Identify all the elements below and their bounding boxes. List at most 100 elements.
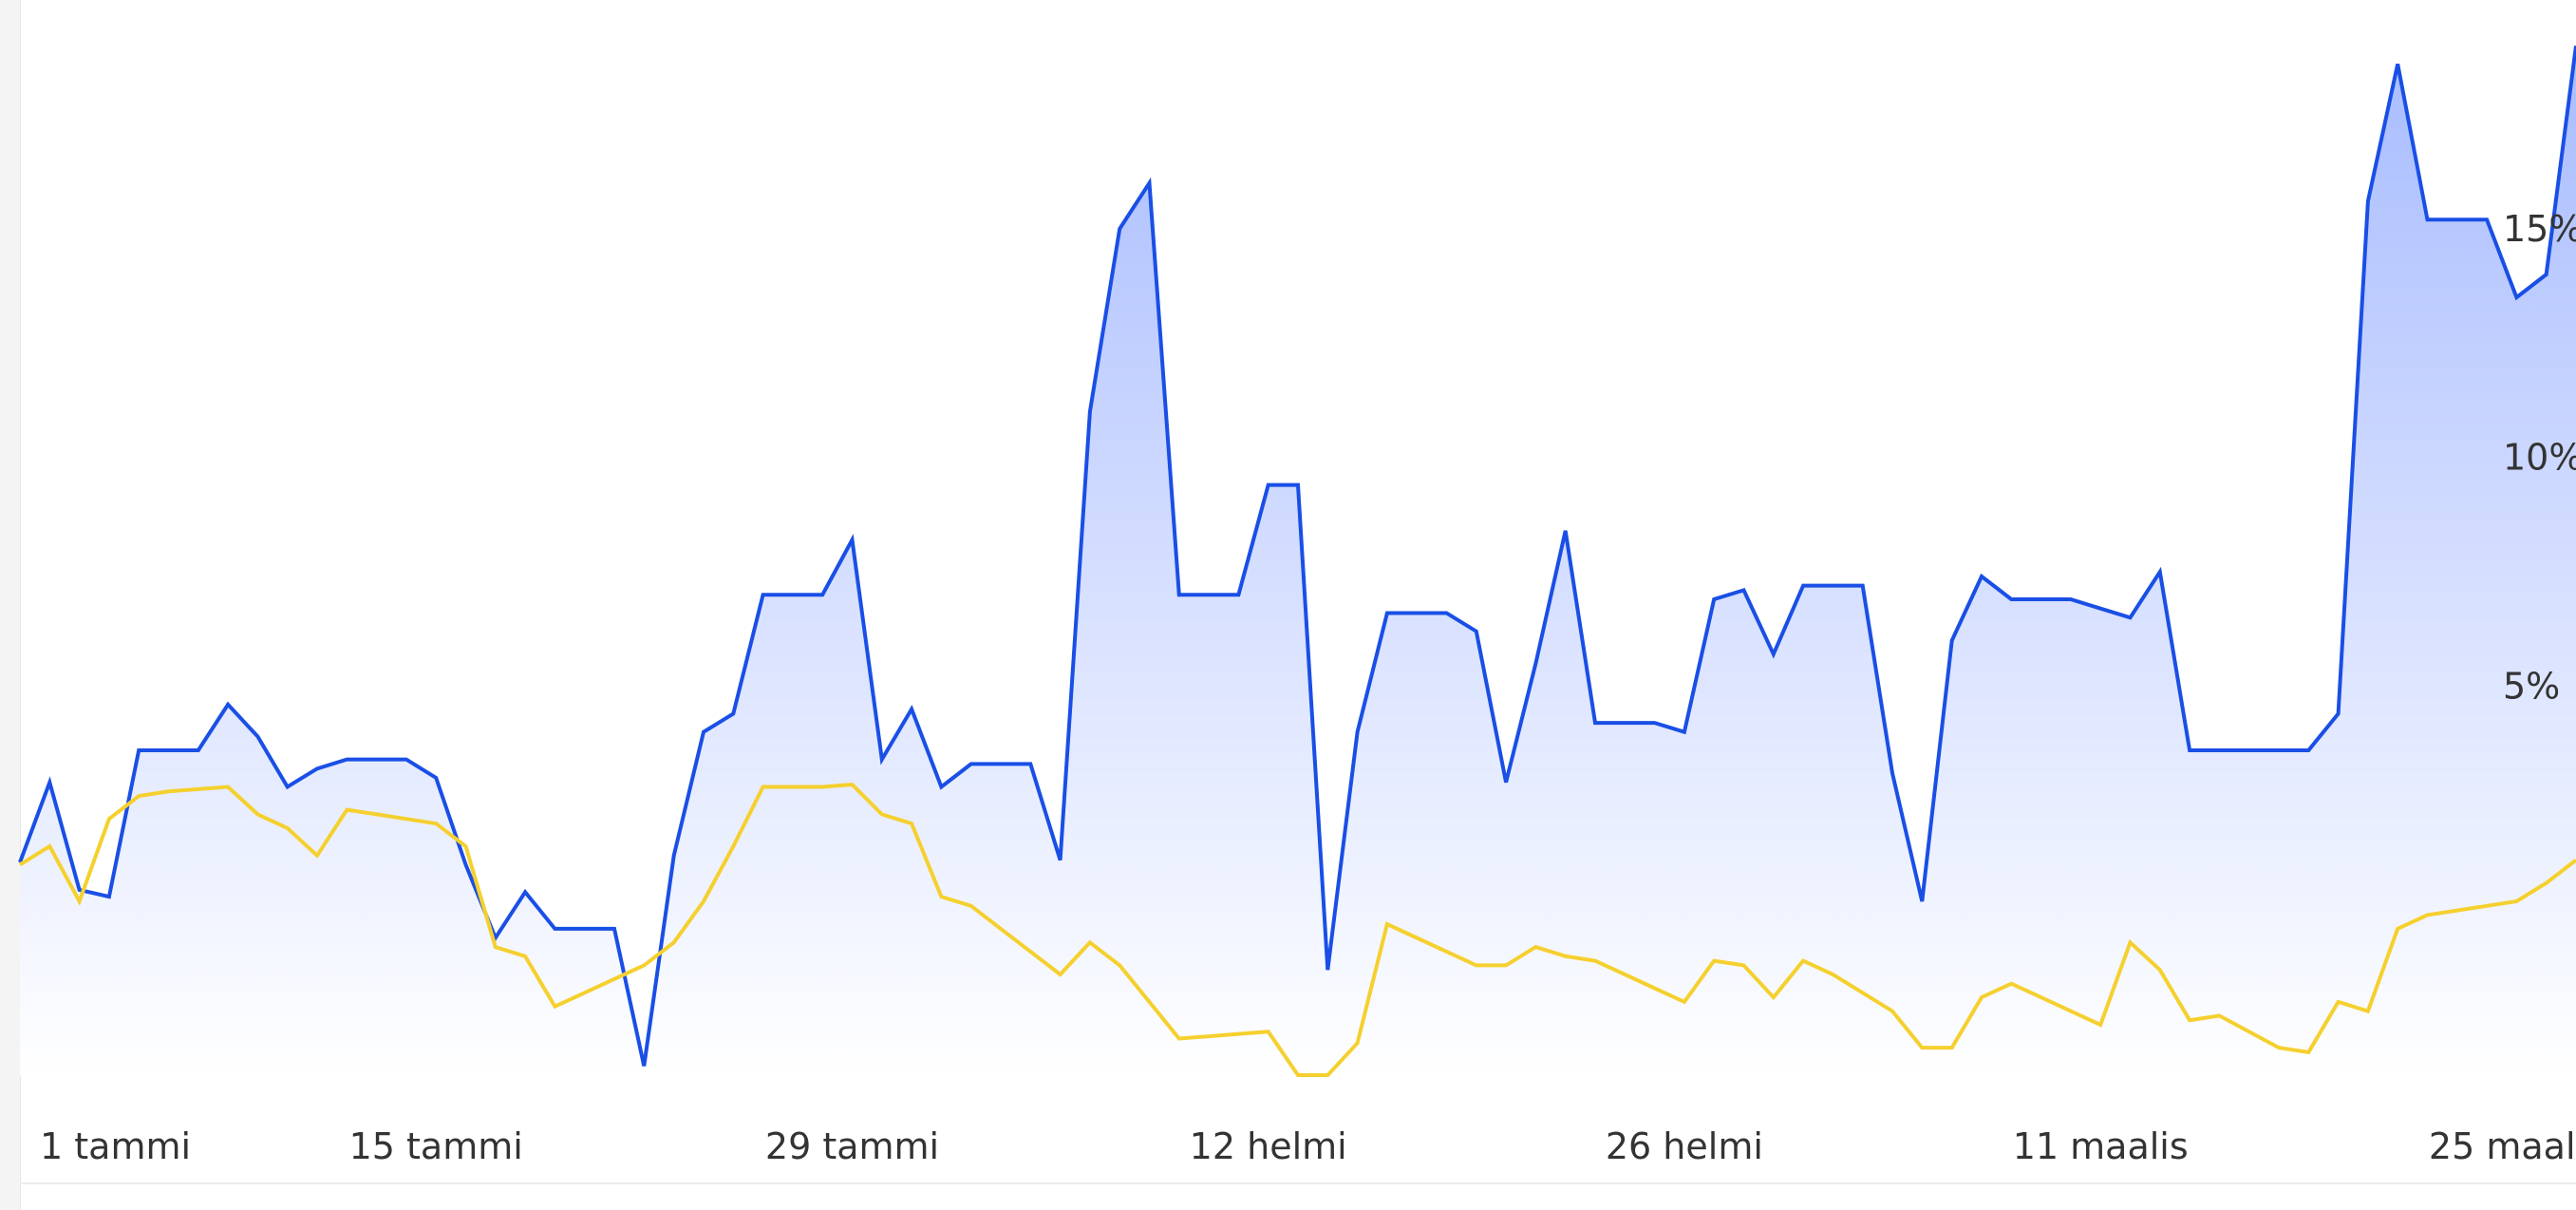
series-0-point	[2544, 272, 2549, 277]
series-1-point	[254, 811, 260, 817]
series-0-point	[2484, 217, 2490, 222]
series-0-point	[2187, 747, 2192, 753]
series-1-point	[2454, 908, 2460, 914]
series-1-point	[968, 903, 974, 909]
series-1-point	[1147, 999, 1153, 1005]
series-0-point	[225, 702, 231, 708]
x-tick-label: 1 tammi	[40, 1125, 191, 1167]
series-1-point	[2247, 1029, 2252, 1034]
series-1-point	[2544, 880, 2549, 886]
y-tick-label: 5%	[2503, 666, 2560, 708]
series-1-point	[2513, 898, 2519, 904]
series-0-point	[463, 861, 469, 867]
series-1-point	[1355, 1040, 1361, 1046]
series-0-point	[701, 729, 706, 735]
series-1-point	[1503, 962, 1509, 968]
series-0-point	[314, 766, 320, 771]
series-1-point	[1800, 958, 1806, 964]
series-1-point	[374, 811, 380, 817]
series-1-point	[1771, 994, 1777, 1000]
series-0-point	[433, 775, 439, 781]
series-0-point	[136, 747, 141, 753]
series-1-point	[17, 861, 23, 867]
series-1-point	[1711, 958, 1717, 964]
series-0-point	[1355, 729, 1361, 735]
series-1-point	[1830, 972, 1835, 977]
series-1-point	[701, 898, 706, 904]
series-1-point	[1206, 1033, 1212, 1039]
series-1-point	[1235, 1031, 1241, 1037]
series-1-point	[730, 843, 736, 849]
series-1-point	[1532, 944, 1538, 950]
series-0-point	[1771, 652, 1777, 657]
series-0-point	[344, 757, 349, 763]
series-1-point	[2068, 1009, 2074, 1014]
series-0-point	[552, 926, 557, 932]
series-1-point	[2276, 1045, 2282, 1050]
series-0-point	[1176, 592, 1182, 597]
series-1-point	[2305, 1049, 2311, 1055]
series-0-point	[1058, 858, 1063, 863]
x-tick-label: 12 helmi	[1190, 1125, 1347, 1167]
series-1-point	[761, 785, 766, 790]
series-0-point	[879, 757, 885, 763]
series-1-point	[998, 926, 1004, 932]
series-0-area	[20, 46, 2576, 1076]
series-0-point	[761, 592, 766, 597]
series-0-point	[1384, 611, 1390, 616]
series-1-point	[1176, 1036, 1182, 1042]
series-1-point	[879, 811, 885, 817]
series-0-point	[522, 889, 528, 895]
series-0-point	[2128, 614, 2134, 620]
series-0-point	[582, 926, 588, 932]
series-1-point	[938, 894, 944, 899]
series-1-point	[1890, 1009, 1895, 1014]
series-0-point	[2365, 199, 2371, 204]
series-0-point	[1235, 592, 1241, 597]
series-1-point	[641, 962, 647, 968]
series-1-point	[1949, 1045, 1955, 1050]
series-0-point	[106, 894, 112, 899]
series-1-point	[106, 816, 112, 822]
y-tick-label: 15%	[2503, 208, 2576, 250]
left-panel-edge	[0, 0, 21, 1210]
series-1-point	[1474, 962, 1479, 968]
series-0-point	[1860, 583, 1866, 589]
series-0-point	[938, 785, 944, 790]
series-1-point	[522, 954, 528, 959]
series-1-point	[77, 898, 83, 904]
series-1-point	[2097, 1022, 2103, 1028]
series-0-point	[2157, 569, 2163, 575]
series-0-point	[2276, 747, 2282, 753]
series-0-point	[1414, 611, 1420, 616]
series-0-point	[2454, 217, 2460, 222]
series-0-point	[285, 785, 291, 790]
series-0-point	[1206, 592, 1212, 597]
series-0-point	[611, 926, 617, 932]
series-0-point	[1266, 482, 1271, 488]
series-1-point	[2365, 1009, 2371, 1014]
series-1-point	[1117, 962, 1122, 968]
series-1-point	[2187, 1017, 2192, 1023]
series-0-point	[2513, 294, 2519, 300]
series-1-point	[2008, 981, 2014, 987]
series-0-point	[1563, 528, 1569, 534]
y-tick-label: 10%	[2503, 437, 2576, 479]
series-0-point	[641, 1063, 647, 1068]
series-0-point	[1949, 637, 1955, 643]
series-0-point	[2068, 596, 2074, 602]
series-1-point	[433, 821, 439, 826]
series-0-point	[1295, 482, 1301, 488]
series-1-point	[1622, 972, 1627, 977]
series-1-point	[1979, 994, 1984, 1000]
series-0-point	[730, 711, 736, 717]
x-tick-label: 29 tammi	[765, 1125, 939, 1167]
series-1-point	[1444, 949, 1450, 955]
series-1-point	[196, 786, 201, 792]
series-0-point	[1325, 967, 1330, 973]
series-1-line	[18, 783, 2576, 1077]
series-1-point	[1325, 1072, 1330, 1078]
x-tick-label: 11 maalis	[2013, 1125, 2189, 1167]
series-1-point	[1384, 921, 1390, 927]
